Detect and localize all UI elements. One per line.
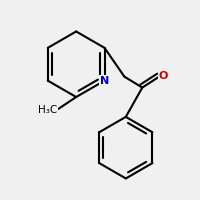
Text: N: N <box>100 76 109 86</box>
Text: H₃C: H₃C <box>38 105 57 115</box>
Text: O: O <box>159 71 168 81</box>
